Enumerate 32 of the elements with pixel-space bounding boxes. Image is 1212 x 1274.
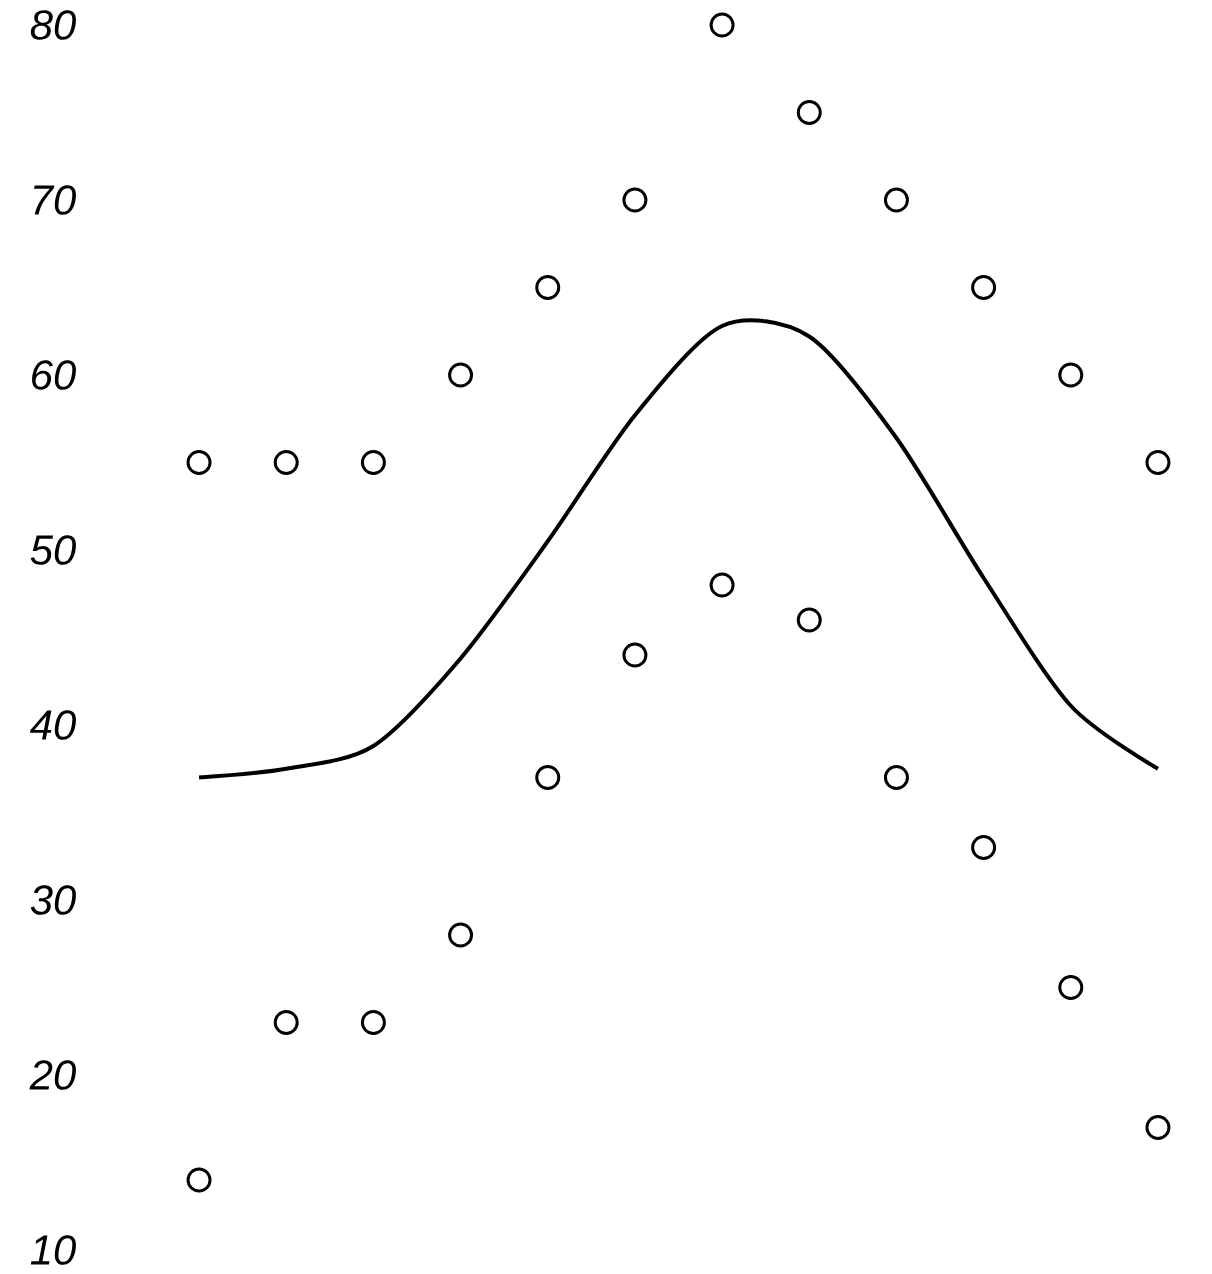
- y-tick-label: 50: [30, 535, 76, 565]
- y-tick-label: 20: [29, 1060, 76, 1090]
- point: [273, 1010, 299, 1035]
- point: [796, 607, 822, 633]
- point: [709, 572, 735, 598]
- point: [535, 274, 561, 300]
- point: [186, 449, 212, 475]
- y-tick-label: 30: [30, 885, 76, 915]
- point: [448, 362, 474, 388]
- point: [535, 764, 561, 790]
- point: [360, 449, 386, 475]
- point: [1145, 1115, 1171, 1140]
- point: [1145, 449, 1171, 475]
- point: [273, 449, 299, 475]
- point: [709, 12, 735, 38]
- y-tick-label: 40: [29, 710, 76, 740]
- point: [1058, 975, 1084, 1000]
- y-tick-label: 10: [30, 1235, 76, 1265]
- point: [883, 187, 909, 213]
- point: [796, 99, 822, 125]
- point: [360, 1010, 386, 1035]
- point: [622, 187, 648, 213]
- y-tick-label: 70: [34, 185, 76, 215]
- point: [448, 922, 474, 948]
- point: [186, 1167, 212, 1193]
- point: [971, 274, 997, 300]
- y-tick-label: 80: [30, 10, 76, 40]
- point: [622, 642, 648, 668]
- point: [971, 834, 997, 860]
- point: [1058, 362, 1084, 388]
- point: [883, 764, 909, 790]
- y-tick-label: 60: [32, 360, 76, 390]
